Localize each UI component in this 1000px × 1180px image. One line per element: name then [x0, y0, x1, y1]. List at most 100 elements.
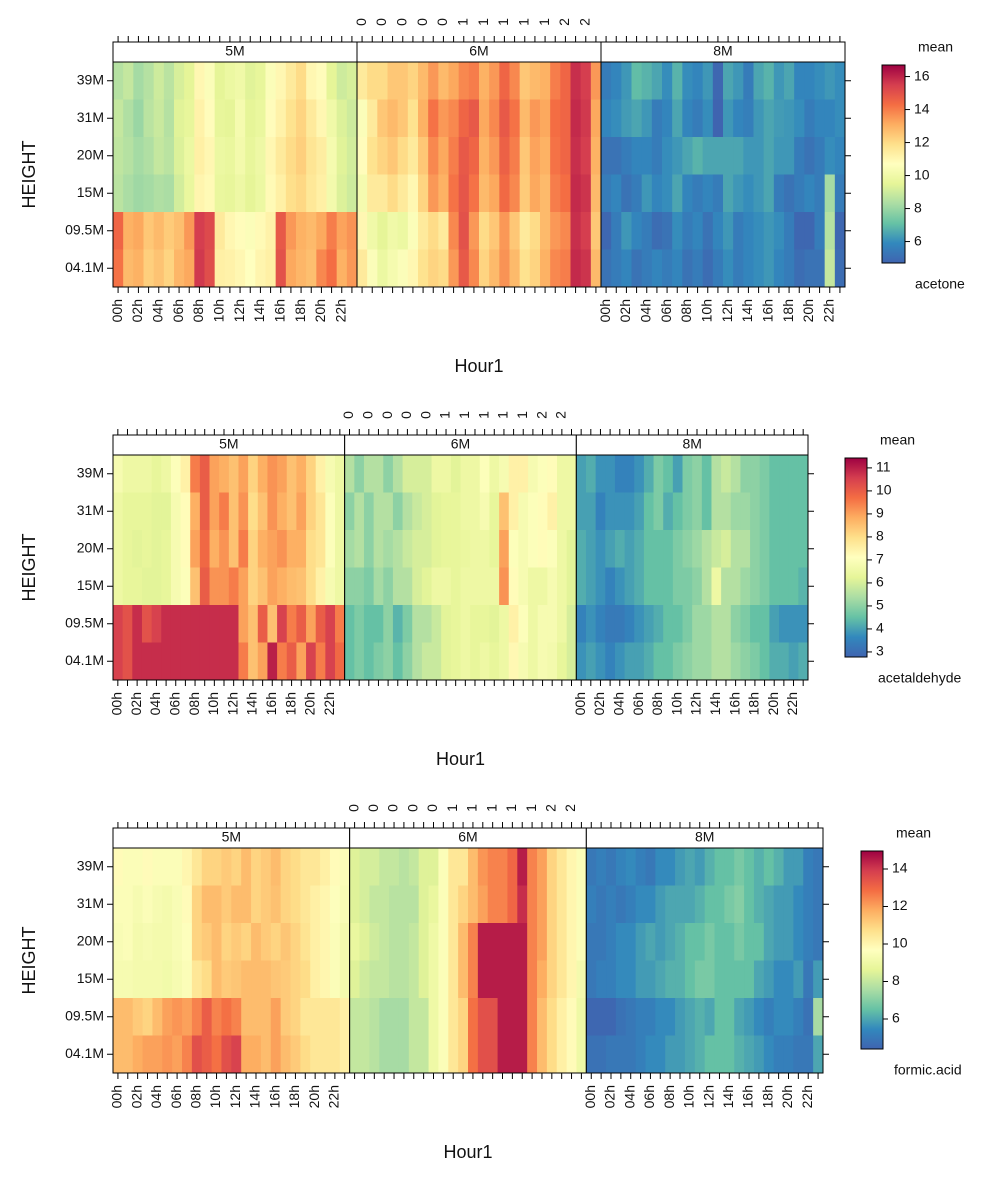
heat-cell [448, 174, 460, 213]
heat-cell [113, 848, 124, 886]
heat-cell [499, 567, 510, 606]
heat-cell [711, 642, 722, 681]
heat-cell [204, 99, 216, 138]
heat-cell [753, 99, 765, 138]
heat-cell [113, 567, 124, 606]
heat-cell [499, 455, 510, 493]
heat-cell [550, 249, 561, 288]
heat-cell [527, 960, 538, 999]
heat-cell [397, 249, 409, 288]
heat-cell [711, 605, 722, 643]
top-tick-label: 1 [444, 804, 460, 812]
heat-cell [161, 605, 172, 643]
facet-label: 5M [219, 436, 238, 452]
heat-cell [470, 530, 481, 568]
heat-cell [412, 605, 423, 643]
heat-cell [363, 642, 375, 681]
heat-cell [219, 530, 230, 568]
heat-cell [122, 960, 134, 999]
heat-cell [468, 249, 480, 288]
heat-cell [320, 848, 331, 886]
heat-cell [357, 174, 368, 213]
heat-cell [601, 212, 612, 250]
heat-cell [398, 885, 410, 924]
heat-cell [407, 62, 419, 100]
heat-cell [448, 848, 459, 886]
heat-cell [479, 249, 490, 288]
heat-cell [377, 174, 388, 213]
heat-cell [784, 99, 795, 138]
heat-cell [359, 885, 370, 924]
heat-cell [653, 455, 664, 493]
heat-cell [635, 885, 646, 924]
heat-cell [576, 642, 587, 681]
heat-cell [507, 960, 518, 999]
heat-cell [672, 174, 683, 213]
heat-cell [460, 455, 471, 493]
heat-cell [508, 567, 519, 606]
heat-cell [161, 455, 172, 493]
heat-cell [162, 885, 173, 924]
heat-cell [794, 99, 805, 138]
heat-cell [448, 212, 460, 250]
heat-cell [576, 455, 587, 493]
heat-cell [275, 212, 287, 250]
heat-cell [329, 960, 341, 999]
heat-cell [580, 137, 592, 175]
heat-cell [641, 174, 653, 213]
heat-cell [306, 567, 317, 606]
heat-cell [763, 885, 775, 924]
heat-cell [517, 998, 528, 1036]
heat-cell [621, 99, 632, 138]
heat-cell [132, 567, 143, 606]
heat-cell [804, 249, 815, 288]
heat-cell [260, 1035, 272, 1074]
heat-cell [211, 998, 222, 1036]
heat-cell [170, 642, 182, 681]
heat-cell [191, 885, 203, 924]
heat-cell [824, 174, 836, 213]
heat-cell [265, 212, 277, 250]
heat-cell [377, 249, 388, 288]
heat-cell [315, 530, 326, 568]
heat-cell [634, 455, 645, 493]
heat-cell [665, 998, 676, 1036]
heat-cell [204, 137, 216, 175]
heat-cell [783, 885, 794, 924]
heat-cell [211, 885, 222, 924]
heat-cell [595, 567, 606, 606]
heat-cell [142, 848, 153, 886]
x-tick-label: 10h [668, 692, 684, 715]
heat-cell [113, 960, 124, 999]
heat-cell [325, 642, 336, 681]
heat-cell [201, 885, 213, 924]
heat-cell [701, 455, 712, 493]
heat-cell [277, 567, 288, 606]
heat-cell [231, 923, 242, 961]
x-tick-label: 20h [302, 692, 318, 715]
heat-cell [316, 137, 327, 175]
heat-cell [357, 99, 368, 138]
heat-cell [316, 99, 327, 138]
heat-cell [122, 530, 133, 568]
heat-cell [306, 99, 317, 138]
heat-cell [290, 1035, 301, 1074]
heat-cell [743, 249, 754, 288]
heat-cell [519, 212, 531, 250]
heat-cell [635, 960, 646, 999]
heat-cell [373, 530, 384, 568]
heat-cell [570, 99, 582, 138]
heat-cell [344, 642, 355, 681]
heat-cell [270, 1035, 282, 1074]
heat-cell [132, 605, 143, 643]
y-tick-label: 09.5M [65, 221, 104, 237]
y-tick-label: 15M [77, 184, 104, 200]
x-tick-label: 10h [698, 299, 714, 322]
x-tick-label: 22h [799, 1085, 815, 1108]
heat-cell [489, 455, 500, 493]
heat-cell [339, 1035, 351, 1074]
heat-cell [235, 212, 246, 250]
heat-cell [387, 137, 399, 175]
heat-cell [692, 605, 703, 643]
heat-cell [606, 885, 617, 924]
